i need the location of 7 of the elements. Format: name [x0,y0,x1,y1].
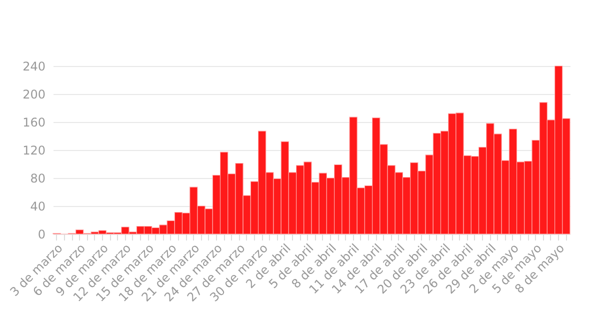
y-tick-label: 120 [22,144,46,158]
y-tick-label: 200 [22,88,46,102]
y-tick-label: 40 [30,200,46,214]
y-tick-label: 160 [22,116,46,130]
y-tick-label: 80 [30,172,46,186]
y-tick-label: 240 [22,60,46,74]
y-tick-label: 0 [38,228,46,242]
